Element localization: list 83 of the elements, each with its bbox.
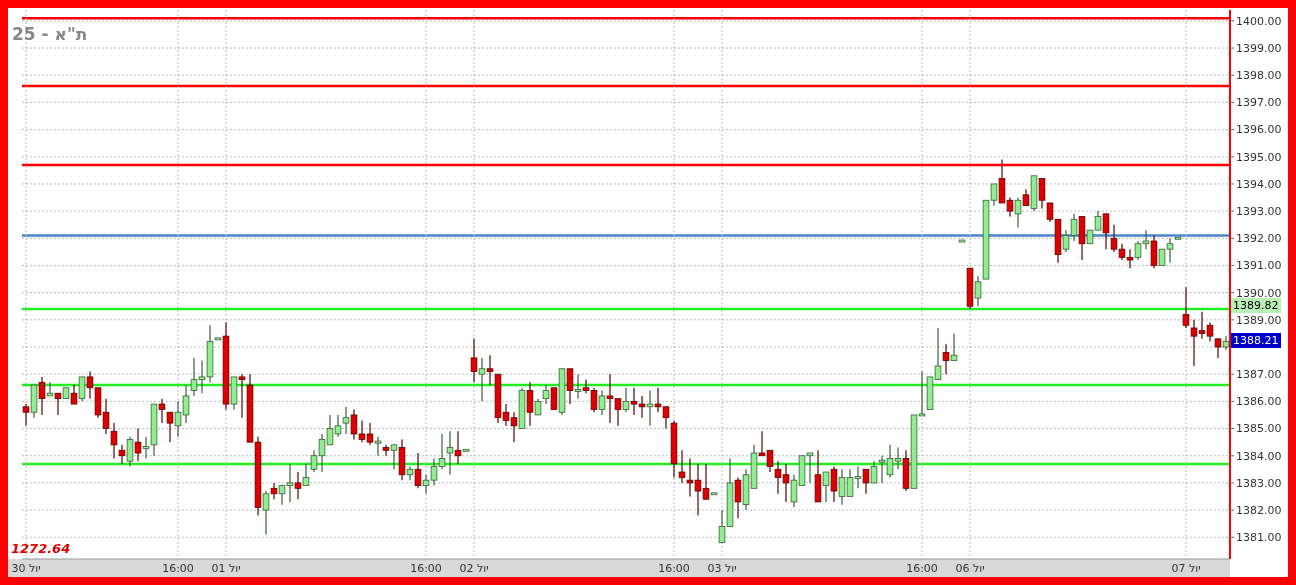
candlestick: [126, 436, 134, 468]
candlestick: [382, 444, 390, 457]
candlestick: [46, 381, 54, 397]
candlestick: [342, 406, 350, 435]
y-tick-label: 1385.00: [1236, 422, 1282, 436]
candlestick: [950, 332, 958, 362]
x-tick-label: 16:00: [906, 562, 938, 575]
x-tick-label: 07 יול: [1171, 562, 1201, 575]
text: ת"א - 25: [12, 24, 88, 44]
candlestick: [54, 392, 62, 416]
candlestick: [822, 471, 830, 503]
candlestick: [550, 387, 558, 411]
candlestick: [1102, 213, 1110, 250]
y-tick-label: 1389.00: [1236, 313, 1282, 327]
candlestick: [270, 482, 278, 500]
candlestick: [38, 376, 46, 416]
candlestick: [830, 465, 838, 503]
y-tick-label: 1399.00: [1236, 41, 1282, 55]
candlestick: [574, 373, 582, 400]
x-tick-label: 16:00: [410, 562, 442, 575]
candlestick: [446, 430, 454, 476]
candlestick: [542, 384, 550, 405]
x-tick-label: 01 יול: [211, 562, 241, 575]
candlestick: [486, 354, 494, 386]
y-tick-label: 1390.00: [1236, 286, 1282, 300]
text: 1389.82: [1231, 298, 1281, 314]
candlestick: [78, 376, 86, 402]
candlestick: [374, 436, 382, 457]
candlestick: [862, 468, 870, 495]
candlestick: [470, 338, 478, 383]
y-tick-label: 1383.00: [1236, 476, 1282, 490]
y-tick-label: 1394.00: [1236, 177, 1282, 191]
candlestick: [118, 444, 126, 465]
x-tick-label: 03 יול: [707, 562, 737, 575]
candlestick: [70, 384, 78, 405]
x-tick-label: 02 יול: [459, 562, 489, 575]
candlestick: [646, 389, 654, 427]
text: 1388.21: [1231, 333, 1281, 349]
candlestick: [134, 427, 142, 462]
candlestick: [1014, 196, 1022, 229]
candlestick: [414, 452, 422, 489]
candlestick: [158, 398, 166, 424]
candlestick: [1038, 177, 1046, 209]
y-tick-label: 1381.00: [1236, 531, 1282, 545]
candlestick: [166, 411, 174, 443]
x-tick-label: 16:00: [658, 562, 690, 575]
candlestick: [294, 471, 302, 500]
candlestick: [454, 430, 462, 465]
y-tick-label: 1382.00: [1236, 503, 1282, 517]
y-tick-label: 1386.00: [1236, 395, 1282, 409]
candlestick: [1214, 338, 1222, 359]
x-tick-label: 30 יול: [11, 562, 41, 575]
candlestick: [526, 381, 534, 427]
candlestick: [974, 275, 982, 307]
candlestick: [870, 460, 878, 484]
x-tick-label: 16:00: [162, 562, 194, 575]
y-tick-label: 1393.00: [1236, 205, 1282, 219]
candlestick: [22, 403, 30, 427]
y-tick-label: 1384.00: [1236, 449, 1282, 463]
candlestick: [238, 373, 246, 419]
y-tick-label: 1395.00: [1236, 150, 1282, 164]
y-tick-label: 1397.00: [1236, 96, 1282, 110]
y-tick-label: 1400.00: [1236, 14, 1282, 28]
annotation: 1272.64: [11, 541, 71, 556]
candlestick: [390, 444, 398, 470]
candlestick: [942, 343, 950, 375]
candlestick: [566, 368, 574, 405]
y-tick-label: 1398.00: [1236, 69, 1282, 83]
x-tick-label: 06 יול: [955, 562, 985, 575]
candlestick: [622, 387, 630, 413]
candlestick: [678, 449, 686, 484]
y-tick-label: 1396.00: [1236, 123, 1282, 137]
candlestick: [262, 490, 270, 536]
candlestick: [734, 476, 742, 519]
candlestick: [110, 422, 118, 460]
candlestick: [142, 436, 150, 460]
y-tick-label: 1392.00: [1236, 232, 1282, 246]
candlestick: [478, 357, 486, 402]
candlestick: [302, 463, 310, 487]
candlestick: [1182, 286, 1190, 329]
y-tick-label: 1391.00: [1236, 259, 1282, 273]
candlestick: [598, 389, 606, 416]
y-tick-label: 1387.00: [1236, 368, 1282, 382]
